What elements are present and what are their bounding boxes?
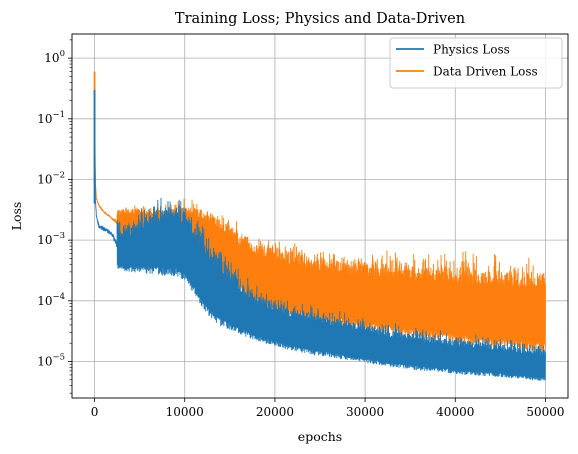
y-axis-label: Loss [9, 202, 24, 231]
legend-label-physics-loss: Physics Loss [433, 43, 510, 57]
x-tick-label: 40000 [436, 405, 474, 419]
x-tick-label: 50000 [526, 405, 564, 419]
plot-frame [71, 33, 569, 399]
x-tick-label: 30000 [346, 405, 384, 419]
chart-title: Training Loss; Physics and Data-Driven [175, 11, 465, 27]
y-tick-label: 10−4 [37, 292, 65, 308]
y-tick-label: 10−5 [37, 352, 65, 368]
y-tick-label: 10−3 [37, 231, 65, 247]
legend-label-data-driven-loss: Data Driven Loss [433, 65, 538, 79]
x-tick-label: 0 [91, 405, 99, 419]
y-axis: 100 10−1 10−2 10−3 10−4 10−5 [37, 39, 72, 394]
x-tick-label: 20000 [256, 405, 294, 419]
y-tick-label: 100 [44, 49, 65, 65]
legend-box [389, 37, 563, 89]
x-axis: 0 10000 20000 30000 40000 50000 [91, 398, 565, 419]
legend: Physics Loss Data Driven Loss [389, 37, 563, 89]
x-tick-label: 10000 [166, 405, 204, 419]
y-tick-label: 10−2 [37, 170, 65, 186]
x-axis-label: epochs [298, 429, 342, 444]
series-line-physics-loss [94, 146, 546, 381]
y-tick-label: 10−1 [37, 110, 65, 126]
series-layer [93, 71, 546, 381]
